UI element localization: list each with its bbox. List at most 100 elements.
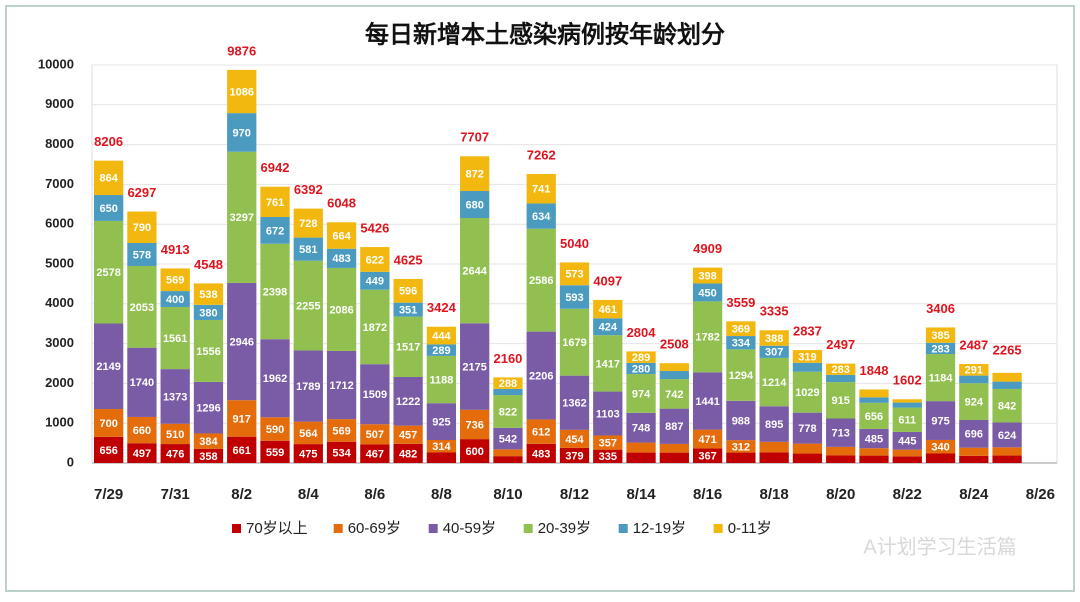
- segment-label: 680: [465, 199, 483, 211]
- bar-segment: [826, 418, 856, 447]
- segment-label: 312: [732, 441, 750, 453]
- bar-segment: [925, 453, 956, 463]
- segment-label: 622: [366, 254, 384, 266]
- segment-label: 1294: [729, 370, 754, 382]
- bar-segment: [892, 407, 922, 432]
- bar-segment: [93, 195, 124, 221]
- bar-segment: [526, 228, 556, 332]
- segment-label: 424: [599, 322, 618, 334]
- segment-label: 283: [931, 343, 949, 355]
- segment-label: 385: [931, 330, 949, 342]
- segment-label: 1417: [596, 358, 620, 370]
- bar-segment: [326, 248, 357, 268]
- bar-segment: [726, 349, 756, 401]
- total-label: 8206: [94, 134, 123, 149]
- legend-label: 12-19岁: [633, 520, 686, 537]
- segment-label: 351: [399, 305, 417, 317]
- bar-segment: [293, 444, 323, 463]
- segment-label: 314: [432, 441, 451, 453]
- legend-swatch: [523, 524, 533, 533]
- x-tick-label: 8/4: [298, 486, 320, 503]
- bar-segment: [193, 448, 224, 463]
- segment-label: 542: [499, 433, 517, 445]
- y-tick-label: 9000: [45, 96, 74, 111]
- total-label: 5426: [360, 220, 389, 235]
- segment-label: 1782: [695, 332, 719, 344]
- segment-label: 915: [832, 395, 850, 407]
- segment-label: 485: [865, 433, 883, 445]
- bar-segment: [160, 423, 190, 445]
- y-tick-label: 0: [67, 454, 74, 469]
- bar-segment: [992, 422, 1022, 448]
- bar-segment: [759, 441, 789, 453]
- bar-segment: [193, 283, 224, 305]
- segment-label: 467: [366, 449, 384, 461]
- bar-segment: [959, 383, 989, 420]
- bar-segment: [293, 237, 323, 261]
- total-label: 7707: [460, 130, 489, 145]
- segment-label: 822: [499, 406, 517, 418]
- bar-segment: [659, 443, 689, 453]
- segment-label: 656: [865, 411, 883, 423]
- bar-segment: [393, 376, 423, 426]
- total-label: 1848: [860, 363, 889, 378]
- bar-segment: [593, 391, 623, 436]
- bar-segment: [626, 442, 656, 453]
- bar-segment: [393, 425, 423, 444]
- segment-label: 3297: [229, 212, 253, 224]
- bar-segment: [127, 347, 157, 417]
- segment-label: 2086: [329, 304, 353, 316]
- bar-segment: [360, 424, 390, 445]
- segment-label: 672: [266, 225, 284, 237]
- segment-label: 384: [199, 436, 218, 448]
- segment-label: 741: [532, 184, 550, 196]
- bar-segment: [626, 452, 656, 463]
- bar-segment: [992, 388, 1022, 423]
- bar-segment: [925, 354, 956, 402]
- segment-label: 736: [465, 419, 483, 431]
- segment-label: 1188: [429, 374, 453, 386]
- segment-label: 534: [332, 447, 351, 459]
- segment-label: 357: [599, 437, 617, 449]
- bar-segment: [659, 408, 689, 444]
- segment-label: 475: [299, 448, 317, 460]
- segment-label: 457: [399, 430, 417, 442]
- legend-label: 60-69岁: [348, 520, 401, 537]
- bar-segment: [692, 301, 723, 373]
- bar-segment: [160, 268, 190, 292]
- segment-label: 634: [532, 211, 551, 223]
- bar-segment: [992, 447, 1022, 456]
- bar-segment: [925, 342, 956, 355]
- bar-segment: [460, 439, 490, 463]
- segment-label: 696: [965, 429, 983, 441]
- segment-label: 778: [798, 423, 816, 435]
- segment-label: 924: [965, 396, 984, 408]
- segment-label: 1962: [263, 373, 287, 385]
- bar-segment: [360, 289, 390, 365]
- bar-segment: [759, 357, 789, 407]
- bar-segment: [892, 402, 922, 408]
- segment-label: 2644: [462, 266, 487, 278]
- bar-segment: [127, 416, 157, 444]
- total-label: 2508: [660, 337, 689, 352]
- bar-segment: [892, 399, 922, 403]
- segment-label: 358: [199, 451, 217, 463]
- bar-segment: [393, 302, 423, 317]
- bar-segment: [593, 449, 623, 463]
- segment-label: 1556: [196, 346, 220, 358]
- y-tick-label: 7000: [45, 176, 74, 191]
- bar-segment: [692, 372, 723, 430]
- bar-segment: [426, 439, 457, 453]
- total-label: 4097: [593, 273, 622, 288]
- segment-label: 596: [399, 286, 417, 298]
- segment-label: 790: [133, 222, 151, 234]
- bar-segment: [326, 419, 357, 442]
- segment-label: 288: [499, 378, 517, 390]
- segment-label: 2586: [529, 275, 553, 287]
- segment-label: 974: [632, 388, 651, 400]
- legend-label: 70岁以上: [246, 520, 308, 537]
- bar-segment: [626, 412, 656, 443]
- segment-label: 887: [665, 421, 683, 433]
- bar-segment: [992, 455, 1022, 463]
- segment-label: 1029: [795, 387, 819, 399]
